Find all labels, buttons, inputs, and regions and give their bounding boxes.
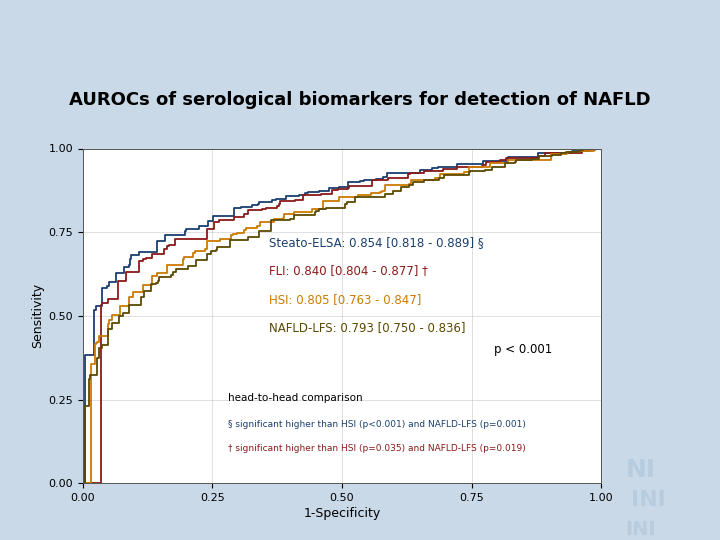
Text: INI: INI xyxy=(631,489,665,510)
Text: FLI: 0.840 [0.804 - 0.877] †: FLI: 0.840 [0.804 - 0.877] † xyxy=(269,264,428,277)
Text: HSI: 0.805 [0.763 - 0.847]: HSI: 0.805 [0.763 - 0.847] xyxy=(269,293,422,306)
Text: NAFLD-LFS: 0.793 [0.750 - 0.836]: NAFLD-LFS: 0.793 [0.750 - 0.836] xyxy=(269,321,466,334)
Text: § significant higher than HSI (p<0.001) and NAFLD-LFS (p=0.001): § significant higher than HSI (p<0.001) … xyxy=(228,420,526,429)
Text: INI: INI xyxy=(626,519,656,539)
Text: Steato-ELSA: 0.854 [0.818 - 0.889] §: Steato-ELSA: 0.854 [0.818 - 0.889] § xyxy=(269,236,484,249)
Text: head-to-head comparison: head-to-head comparison xyxy=(228,393,363,403)
Text: AUROCs of serological biomarkers for detection of NAFLD: AUROCs of serological biomarkers for det… xyxy=(69,91,651,109)
Text: † significant higher than HSI (p=0.035) and NAFLD-LFS (p=0.019): † significant higher than HSI (p=0.035) … xyxy=(228,444,526,453)
Text: p < 0.001: p < 0.001 xyxy=(495,343,552,356)
X-axis label: 1-Specificity: 1-Specificity xyxy=(303,507,381,520)
Text: NI: NI xyxy=(626,458,656,482)
Y-axis label: Sensitivity: Sensitivity xyxy=(31,284,44,348)
